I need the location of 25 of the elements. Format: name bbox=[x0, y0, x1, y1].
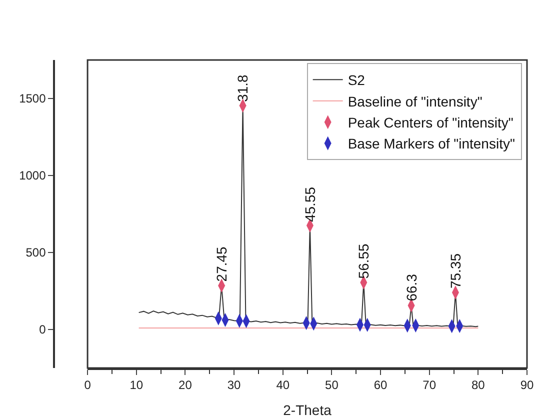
x-tick-label: 50 bbox=[325, 378, 339, 392]
x-tick-label: 80 bbox=[471, 378, 486, 392]
x-axis-title: 2-Theta bbox=[283, 402, 332, 418]
y-tick-label: 1000 bbox=[19, 168, 46, 183]
x-tick-label: 20 bbox=[178, 378, 192, 392]
x-tick-label: 0 bbox=[84, 378, 92, 392]
x-tick-label: 40 bbox=[276, 378, 290, 392]
y-tick-label: 1500 bbox=[19, 92, 46, 106]
annotation: 75.35 bbox=[447, 253, 464, 289]
y-tick-label: 0 bbox=[39, 322, 46, 337]
annotation: 27.45 bbox=[213, 246, 230, 282]
annotation: 31.8 bbox=[234, 74, 251, 102]
x-tick-label: 10 bbox=[130, 378, 144, 392]
legend-label: S2 bbox=[348, 72, 366, 88]
legend-label: Base Markers of "intensity" bbox=[348, 136, 515, 152]
legend-label: Peak Centers of "intensity" bbox=[348, 114, 514, 131]
y-tick-label: 500 bbox=[26, 246, 46, 260]
legend-label: Baseline of "intensity" bbox=[348, 93, 482, 110]
annotation: 56.55 bbox=[356, 243, 372, 279]
x-tick-label: 30 bbox=[227, 378, 242, 392]
x-tick-label: 60 bbox=[374, 378, 388, 392]
x-tick-label: 70 bbox=[422, 378, 436, 392]
x-tick-label: 90 bbox=[520, 378, 534, 392]
annotation: 45.55 bbox=[302, 186, 318, 222]
annotation: 66.3 bbox=[403, 274, 420, 302]
